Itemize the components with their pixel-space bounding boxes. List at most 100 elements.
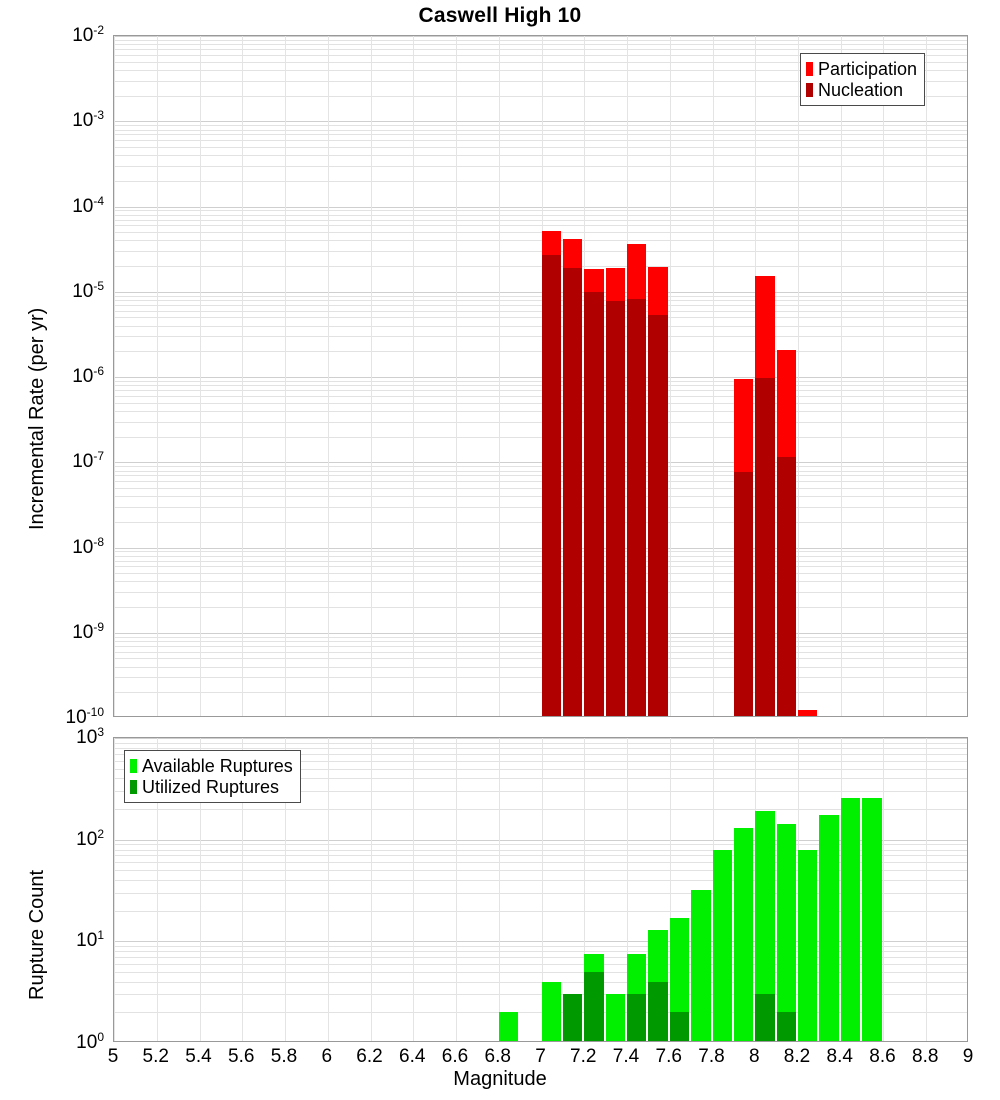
y-tick-label: 100	[76, 1029, 104, 1054]
available-ruptures-bar	[733, 828, 754, 1041]
gridline-vertical	[285, 738, 286, 1041]
nucleation-bar	[733, 472, 754, 716]
gridline-vertical	[371, 738, 372, 1041]
gridline-minor	[114, 981, 967, 983]
x-tick-label: 6.8	[484, 1046, 511, 1067]
gridline-minor	[114, 862, 967, 864]
gridline-minor	[114, 402, 967, 404]
gridline-vertical	[157, 738, 158, 1041]
x-tick-label: 6.6	[441, 1046, 469, 1067]
gridline-minor	[114, 146, 967, 148]
gridline-vertical	[413, 36, 414, 716]
x-tick-label: 5.6	[228, 1046, 255, 1067]
gridline-minor	[114, 210, 967, 212]
available-ruptures-bar	[819, 814, 839, 1041]
available-ruptures-bar	[798, 849, 818, 1041]
gridline-minor	[114, 645, 967, 647]
nucleation-bar	[627, 299, 647, 716]
y-tick-label: 10-6	[72, 363, 104, 388]
gridline-minor	[114, 945, 967, 947]
gridline-minor	[114, 870, 967, 872]
nucleation-bar	[605, 301, 625, 716]
gridline-minor	[114, 385, 967, 387]
gridline-minor	[114, 317, 967, 319]
y-tick-label: 101	[76, 928, 104, 952]
gridline-minor	[114, 240, 967, 242]
utilized-ruptures-bar	[669, 1012, 690, 1041]
gridline	[114, 738, 967, 739]
x-tick-label: 8.8	[912, 1046, 939, 1067]
gridline-minor	[114, 380, 967, 382]
gridline-minor	[114, 607, 967, 609]
x-tick-label: 7.4	[612, 1046, 640, 1067]
gridline-minor	[114, 506, 967, 508]
gridline-minor	[114, 481, 967, 483]
participation-bar	[798, 709, 818, 716]
gridline-minor	[114, 125, 967, 127]
gridline-minor	[114, 214, 967, 216]
gridline-minor	[114, 753, 967, 755]
gridline-minor	[114, 95, 967, 97]
gridline-vertical	[798, 36, 799, 716]
nucleation-bar	[755, 378, 775, 716]
gridline-minor	[114, 140, 967, 142]
nucleation-bar	[776, 457, 796, 716]
x-tick-label: 8	[748, 1046, 760, 1067]
gridline-minor	[114, 61, 967, 63]
gridline-minor	[114, 747, 967, 749]
available-ruptures-bar	[840, 798, 861, 1041]
gridline	[114, 36, 967, 37]
gridline-minor	[114, 809, 967, 811]
gridline-minor	[114, 232, 967, 234]
gridline-vertical	[242, 738, 243, 1041]
gridline-minor	[114, 49, 967, 51]
gridline	[114, 291, 967, 293]
gridline	[114, 839, 967, 841]
y-tick-label: 10-8	[72, 534, 104, 558]
gridline	[114, 941, 967, 943]
gridline-minor	[114, 266, 967, 268]
gridline-minor	[114, 165, 967, 167]
gridline-vertical	[499, 36, 500, 716]
nucleation-bar	[541, 254, 561, 716]
gridline-vertical	[456, 36, 457, 716]
gridline-minor	[114, 957, 967, 959]
y-tick-label: 10-2	[72, 22, 104, 47]
gridline-minor	[114, 573, 967, 575]
gridline	[114, 632, 967, 634]
x-tick-label: 6	[321, 1046, 333, 1067]
gridline-vertical	[627, 738, 628, 1041]
x-tick-label: 6.2	[356, 1046, 383, 1067]
gridline-minor	[114, 134, 967, 136]
gridline-minor	[114, 636, 967, 638]
gridline-minor	[114, 180, 967, 182]
gridline-vertical	[542, 738, 543, 1041]
gridline-minor	[114, 1012, 967, 1014]
utilized-ruptures-bar	[776, 1012, 796, 1041]
y-tick-label: 10-3	[72, 108, 104, 132]
gridline-vertical	[456, 738, 457, 1041]
available-ruptures-bar	[541, 981, 561, 1041]
legend-label: Participation	[818, 58, 918, 79]
available-ruptures-bar	[691, 889, 711, 1041]
gridline-minor	[114, 963, 967, 965]
nucleation-bar	[648, 315, 668, 716]
gridline-vertical	[670, 738, 671, 1041]
gridline-minor	[114, 791, 967, 793]
gridline-minor	[114, 225, 967, 227]
gridline-vertical	[328, 36, 329, 716]
gridline	[114, 121, 967, 123]
gridline-minor	[114, 692, 967, 694]
utilized-ruptures-bar	[584, 971, 604, 1041]
gridline-vertical	[114, 738, 115, 1041]
legend-label: Available Ruptures	[142, 755, 293, 776]
gridline-minor	[114, 768, 967, 770]
gridline-vertical	[713, 36, 714, 716]
gridline	[114, 547, 967, 549]
gridline-minor	[114, 666, 967, 668]
top-legend: Participation Nucleation	[800, 53, 926, 106]
gridline-minor	[114, 44, 967, 46]
gridline-minor	[114, 994, 967, 996]
gridline-minor	[114, 521, 967, 523]
legend-item-nucleation: Nucleation	[806, 79, 917, 100]
